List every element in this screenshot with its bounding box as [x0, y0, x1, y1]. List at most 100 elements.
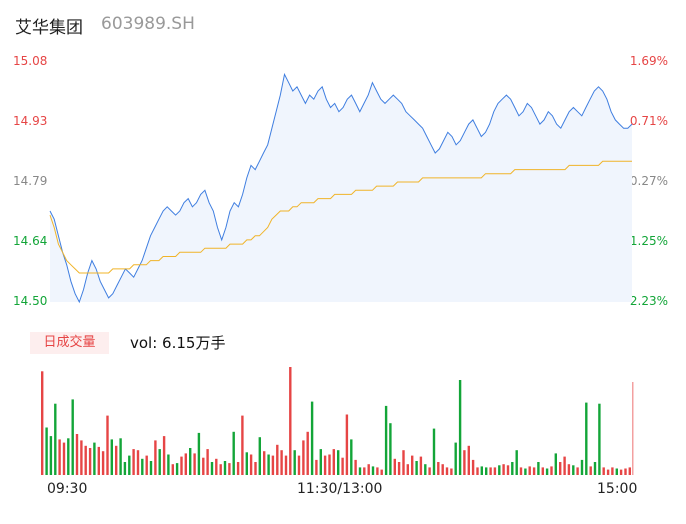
- volume-bar: [41, 371, 44, 475]
- stock-name: 艾华集团: [15, 18, 83, 38]
- volume-bar: [406, 464, 409, 475]
- volume-bar: [88, 448, 92, 475]
- volume-bar: [210, 462, 214, 475]
- volume-bar: [310, 401, 314, 475]
- volume-bar: [593, 462, 597, 475]
- volume-bar: [219, 464, 222, 475]
- volume-bar: [254, 462, 257, 475]
- volume-bar: [71, 399, 74, 475]
- volume-bar: [136, 450, 140, 475]
- volume-bar: [397, 462, 401, 475]
- volume-bar: [589, 466, 592, 475]
- volume-bar: [245, 452, 248, 475]
- volume-bar: [158, 449, 161, 475]
- price-area: [49, 72, 633, 304]
- volume-bar: [511, 462, 514, 475]
- volume-bar: [489, 467, 492, 475]
- volume-bar: [223, 461, 227, 475]
- volume-bar: [189, 448, 192, 475]
- volume-bar: [228, 463, 231, 475]
- volume-bar: [615, 468, 618, 475]
- volume-bar: [167, 454, 170, 475]
- volume-bar: [241, 415, 244, 475]
- average-price-line: [49, 160, 632, 274]
- volume-bar: [445, 467, 449, 475]
- volume-bar: [293, 450, 296, 475]
- y-tick-right-3: -1.25%: [625, 234, 668, 248]
- volume-bar: [337, 450, 340, 475]
- volume-bar: [232, 431, 235, 475]
- volume-bar: [367, 464, 370, 475]
- volume-bar: [363, 467, 366, 475]
- volume-bar: [97, 446, 100, 475]
- volume-bar: [123, 462, 127, 475]
- volume-bars: [41, 367, 634, 475]
- x-tick-close: 15:00: [597, 481, 638, 497]
- volume-bar: [559, 462, 562, 475]
- volume-bar: [284, 455, 288, 475]
- volume-bar: [323, 455, 327, 475]
- volume-bar: [62, 442, 66, 475]
- x-tick-open: 09:30: [47, 481, 88, 497]
- price-line: [49, 72, 633, 304]
- price-fill: [50, 74, 632, 303]
- volume-bar: [132, 449, 135, 475]
- volume-bar: [415, 461, 418, 475]
- volume-bar: [463, 450, 466, 475]
- volume-bar: [619, 469, 623, 475]
- volume-bar: [467, 445, 470, 475]
- volume-bar: [154, 440, 157, 475]
- volume-bar: [184, 453, 187, 475]
- volume-bar: [441, 464, 444, 475]
- volume-bar: [119, 438, 122, 475]
- volume-bar: [302, 440, 305, 475]
- y-tick-left-4: 14.50: [13, 294, 48, 308]
- volume-bar: [58, 439, 61, 475]
- volume-bar: [49, 436, 53, 475]
- volume-bar: [197, 432, 201, 475]
- volume-bar: [215, 458, 218, 475]
- volume-bar: [345, 414, 349, 475]
- volume-bar: [598, 403, 601, 475]
- volume-readout: vol: 6.15万手: [130, 334, 226, 352]
- y-tick-left-0: 15.08: [13, 54, 48, 68]
- volume-bar: [162, 436, 166, 475]
- volume-bar: [537, 462, 540, 475]
- volume-bar: [332, 449, 335, 475]
- volume-bar: [532, 467, 536, 475]
- volume-bar: [106, 415, 109, 475]
- volume-bar: [493, 467, 497, 475]
- volume-bar: [611, 467, 614, 475]
- volume-bar: [145, 455, 148, 475]
- volume-bar: [450, 468, 453, 475]
- volume-bar: [541, 467, 544, 475]
- volume-bar: [458, 380, 462, 475]
- volume-tab[interactable]: 日成交量: [30, 332, 109, 354]
- volume-bar: [485, 467, 488, 475]
- volume-bar: [585, 402, 588, 475]
- volume-bar: [424, 464, 427, 475]
- y-tick-left-2: 14.79: [13, 174, 48, 188]
- volume-bar: [545, 468, 549, 475]
- y-tick-right-2: -0.27%: [625, 174, 668, 188]
- volume-bar: [297, 455, 301, 475]
- volume-bar: [515, 450, 518, 475]
- volume-bar: [319, 449, 322, 475]
- volume-bar: [506, 465, 510, 475]
- volume-bar: [371, 466, 375, 475]
- volume-bar: [419, 456, 423, 475]
- volume-bar: [624, 468, 627, 475]
- volume-bar: [54, 403, 57, 475]
- volume-bar: [263, 451, 266, 475]
- volume-bar: [45, 427, 48, 475]
- volume-bar: [75, 434, 79, 475]
- volume-bar: [110, 439, 113, 475]
- volume-bar: [175, 463, 179, 475]
- volume-bar: [476, 467, 479, 475]
- volume-bar: [289, 367, 292, 475]
- volume-bar: [576, 467, 579, 475]
- y-tick-left-1: 14.93: [13, 114, 48, 128]
- volume-bar: [389, 423, 392, 475]
- volume-bar: [271, 455, 275, 475]
- volume-bar: [280, 450, 283, 475]
